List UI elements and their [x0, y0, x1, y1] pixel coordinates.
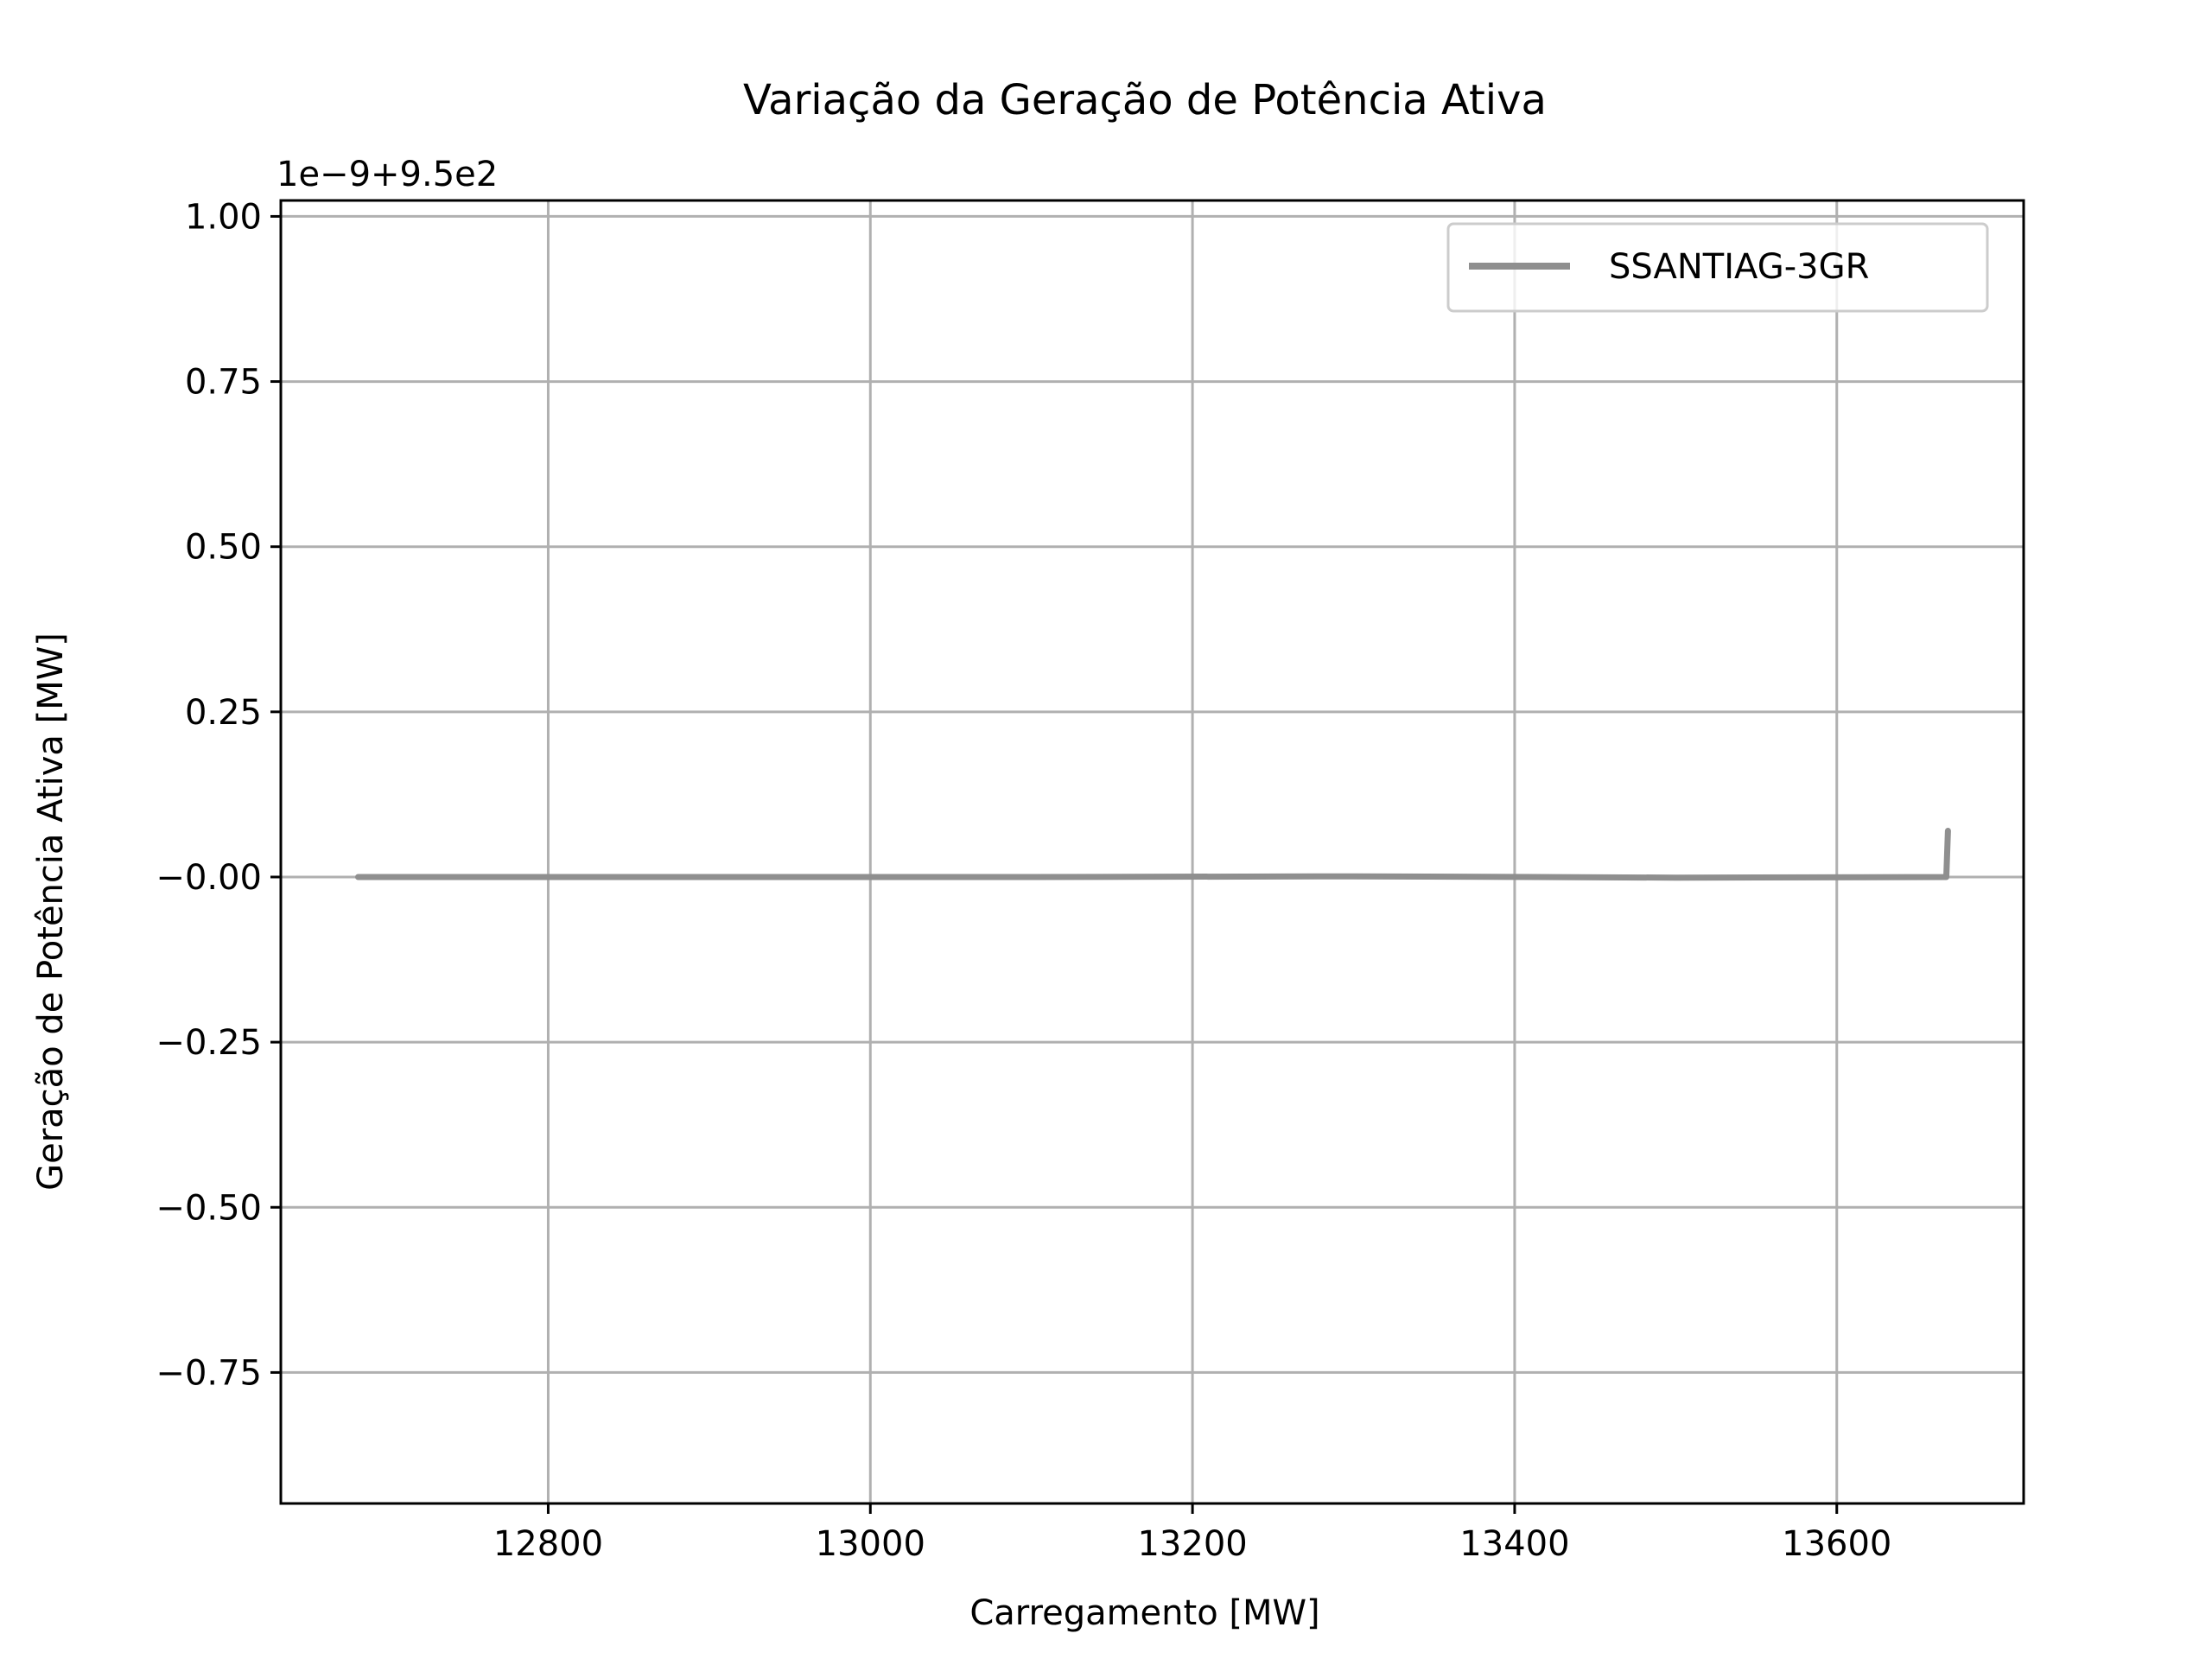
y-tick-label: −0.25 [156, 1023, 262, 1063]
series-lines [355, 828, 1951, 881]
legend: SSANTIAG-3GR [1446, 222, 1989, 313]
series-line [355, 828, 1951, 881]
y-tick-label: 1.00 [185, 197, 262, 237]
y-axis-ticks: 1.00 0.75 0.50 0.25 −0.00 −0.25 −0.50 −0.75 [156, 197, 281, 1393]
x-tick-label: 13000 [816, 1524, 925, 1564]
y-tick-label: 0.50 [185, 528, 262, 568]
x-tick-label: 13400 [1459, 1524, 1569, 1564]
x-axis-label: Carregamento [MW] [969, 1593, 1319, 1633]
y-tick-label: 0.75 [185, 363, 262, 403]
x-tick-label: 13600 [1782, 1524, 1891, 1564]
legend-box [1446, 222, 1989, 313]
plot-frame [279, 199, 2025, 1505]
y-axis-label: Geração de Potência Ativa [MW] [31, 632, 71, 1191]
y-tick-label: 0.25 [185, 693, 262, 733]
y-offset-text: 1e−9+9.5e2 [276, 155, 498, 194]
x-axis-ticks: 12800 13000 13200 13400 13600 [493, 1503, 1891, 1564]
chart-title: Variação da Geração de Potência Ativa [743, 76, 1547, 124]
x-tick-label: 13200 [1137, 1524, 1247, 1564]
y-tick-label: −0.75 [156, 1353, 262, 1393]
legend-label: SSANTIAG-3GR [1609, 247, 1869, 287]
x-tick-label: 12800 [493, 1524, 603, 1564]
y-tick-label: −0.50 [156, 1188, 262, 1228]
y-tick-label: −0.00 [156, 858, 262, 898]
